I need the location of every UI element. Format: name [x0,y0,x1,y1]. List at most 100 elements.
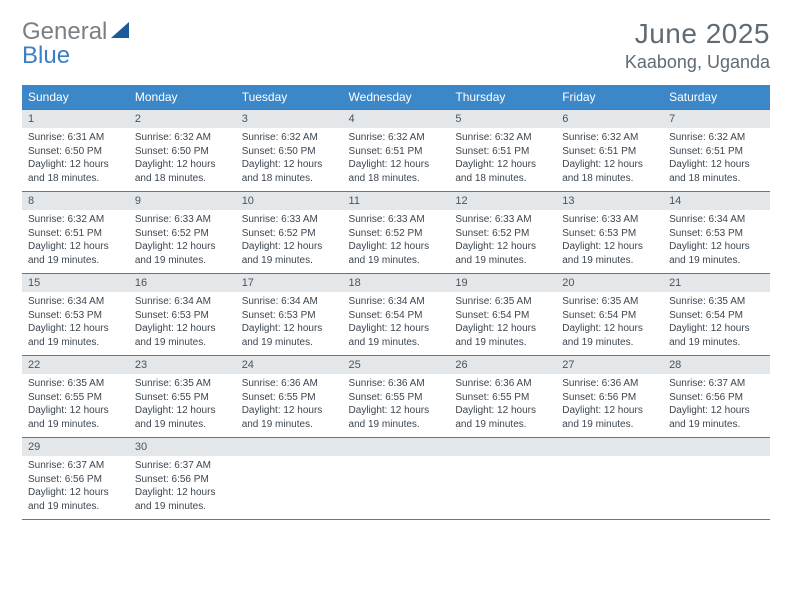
sunset-text: Sunset: 6:55 PM [242,391,337,405]
day-cell: 4Sunrise: 6:32 AMSunset: 6:51 PMDaylight… [343,110,450,192]
day-cell: 9Sunrise: 6:33 AMSunset: 6:52 PMDaylight… [129,192,236,274]
day-number: 19 [449,274,556,292]
daylight-text-1: Daylight: 12 hours [135,486,230,500]
day-body: Sunrise: 6:35 AMSunset: 6:54 PMDaylight:… [663,292,770,355]
dow-saturday: Saturday [663,85,770,110]
dow-monday: Monday [129,85,236,110]
day-cell: 24Sunrise: 6:36 AMSunset: 6:55 PMDayligh… [236,356,343,438]
daylight-text-2: and 18 minutes. [242,172,337,186]
daylight-text-2: and 19 minutes. [562,336,657,350]
day-number [236,438,343,456]
daylight-text-1: Daylight: 12 hours [349,404,444,418]
day-number: 6 [556,110,663,128]
day-cell: 13Sunrise: 6:33 AMSunset: 6:53 PMDayligh… [556,192,663,274]
day-cell: 28Sunrise: 6:37 AMSunset: 6:56 PMDayligh… [663,356,770,438]
day-body [343,456,450,512]
brand-word-2-wrap: Blue [22,42,70,70]
sunset-text: Sunset: 6:51 PM [28,227,123,241]
daylight-text-1: Daylight: 12 hours [562,240,657,254]
sunrise-text: Sunrise: 6:36 AM [455,377,550,391]
sunset-text: Sunset: 6:53 PM [135,309,230,323]
week-row: 22 Sunrise: 6:35 AM Sunset: 6:55 PM Dayligh… [22,356,770,438]
sunset-text: Sunset: 6:51 PM [455,145,550,159]
daylight-text-1: Daylight: 12 hours [562,322,657,336]
day-number: 12 [449,192,556,210]
day-cell: 21Sunrise: 6:35 AMSunset: 6:54 PMDayligh… [663,274,770,356]
sunset-text: Sunset: 6:50 PM [135,145,230,159]
daylight-text-2: and 19 minutes. [669,418,764,432]
day-body: Sunrise: 6:34 AMSunset: 6:53 PMDaylight:… [663,210,770,273]
daylight-text-2: and 19 minutes. [562,254,657,268]
daylight-text-1: Daylight: 12 hours [28,486,123,500]
location-subtitle: Kaabong, Uganda [625,52,770,73]
week-row: 29Sunrise: 6:37 AMSunset: 6:56 PMDayligh… [22,438,770,520]
daylight-text-1: Daylight: 12 hours [669,158,764,172]
sunrise-text: Sunrise: 6:37 AM [28,459,123,473]
calendar: Sunday Monday Tuesday Wednesday Thursday… [22,85,770,520]
day-cell: 7Sunrise: 6:32 AMSunset: 6:51 PMDaylight… [663,110,770,192]
dow-friday: Friday [556,85,663,110]
daylight-text-1: Daylight: 12 hours [455,158,550,172]
daylight-text-2: and 19 minutes. [455,336,550,350]
sunrise-text: Sunrise: 6:34 AM [349,295,444,309]
daylight-text-2: and 19 minutes. [242,418,337,432]
month-title: June 2025 [625,18,770,50]
day-number: 16 [129,274,236,292]
day-body: Sunrise: 6:36 AMSunset: 6:55 PMDaylight:… [343,374,450,437]
day-cell [343,438,450,520]
sunrise-text: Sunrise: 6:32 AM [349,131,444,145]
day-cell: 2Sunrise: 6:32 AMSunset: 6:50 PMDaylight… [129,110,236,192]
daylight-text-1: Daylight: 12 hours [242,322,337,336]
daylight-text-2: and 19 minutes. [135,418,230,432]
sunrise-text: Sunrise: 6:36 AM [242,377,337,391]
sunset-text: Sunset: 6:50 PM [28,145,123,159]
week-row: 1Sunrise: 6:31 AMSunset: 6:50 PMDaylight… [22,110,770,192]
day-body: Sunrise: 6:33 AMSunset: 6:52 PMDaylight:… [129,210,236,273]
day-number: 22 [22,356,129,374]
sunset-text: Sunset: 6:56 PM [669,391,764,405]
sunrise-text: Sunrise: 6:32 AM [562,131,657,145]
daylight-text-1: Daylight: 12 hours [669,404,764,418]
daylight-text-2: and 18 minutes. [349,172,444,186]
daylight-text-1: Daylight: 12 hours [669,322,764,336]
sunrise-text: Sunrise: 6:35 AM [28,377,123,391]
dow-wednesday: Wednesday [343,85,450,110]
day-cell: 30Sunrise: 6:37 AMSunset: 6:56 PMDayligh… [129,438,236,520]
sunrise-text: Sunrise: 6:33 AM [242,213,337,227]
day-number [343,438,450,456]
sunrise-text: Sunrise: 6:36 AM [349,377,444,391]
day-body: Sunrise: 6:33 AMSunset: 6:52 PMDaylight:… [343,210,450,273]
daylight-text-2: and 19 minutes. [28,500,123,514]
day-number: 8 [22,192,129,210]
day-cell: 11Sunrise: 6:33 AMSunset: 6:52 PMDayligh… [343,192,450,274]
day-body: Sunrise: 6:37 AMSunset: 6:56 PMDaylight:… [663,374,770,437]
day-cell: 22Sunrise: 6:35 AMSunset: 6:55 PMDayligh… [22,356,129,438]
day-number: 29 [22,438,129,456]
sunrise-text: Sunrise: 6:36 AM [562,377,657,391]
daylight-text-2: and 19 minutes. [349,336,444,350]
day-number: 15 [22,274,129,292]
day-cell: 1Sunrise: 6:31 AMSunset: 6:50 PMDaylight… [22,110,129,192]
day-body: Sunrise: 6:36 AMSunset: 6:55 PMDaylight:… [236,374,343,437]
daylight-text-2: and 19 minutes. [135,336,230,350]
brand-word-2: Blue [22,42,70,69]
sunrise-text: Sunrise: 6:35 AM [669,295,764,309]
sunrise-text: Sunrise: 6:33 AM [455,213,550,227]
sunrise-text: Sunrise: 6:33 AM [135,213,230,227]
daylight-text-2: and 18 minutes. [669,172,764,186]
day-body: Sunrise: 6:33 AMSunset: 6:52 PMDaylight:… [236,210,343,273]
daylight-text-2: and 19 minutes. [28,418,123,432]
sunset-text: Sunset: 6:51 PM [669,145,764,159]
daylight-text-1: Daylight: 12 hours [135,158,230,172]
day-cell: 18Sunrise: 6:34 AMSunset: 6:54 PMDayligh… [343,274,450,356]
daylight-text-1: Daylight: 12 hours [669,240,764,254]
daylight-text-1: Daylight: 12 hours [562,158,657,172]
sunset-text: Sunset: 6:55 PM [135,391,230,405]
sunrise-text: Sunrise: 6:33 AM [562,213,657,227]
dow-sunday: Sunday [22,85,129,110]
daylight-text-1: Daylight: 12 hours [562,404,657,418]
sunrise-text: Sunrise: 6:32 AM [455,131,550,145]
day-cell: 19Sunrise: 6:35 AMSunset: 6:54 PMDayligh… [449,274,556,356]
sunset-text: Sunset: 6:52 PM [349,227,444,241]
daylight-text-2: and 19 minutes. [669,336,764,350]
